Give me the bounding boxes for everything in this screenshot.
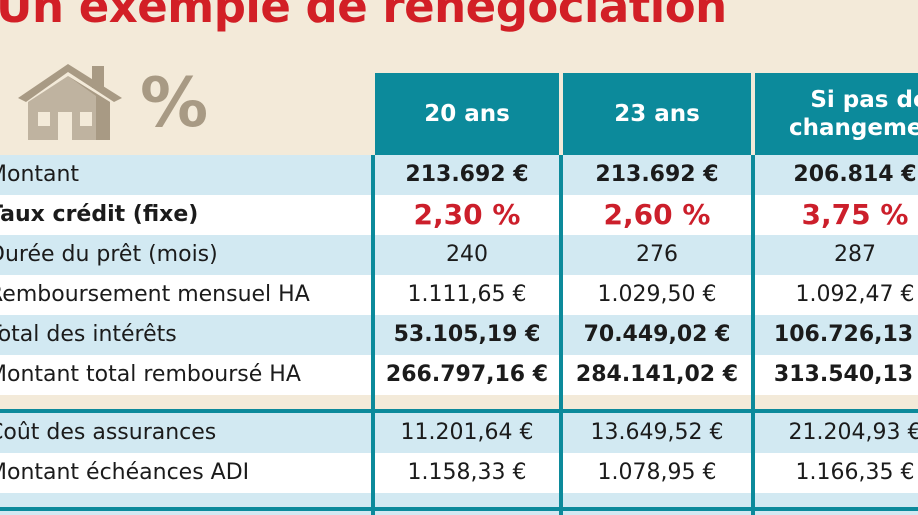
table-row: Coût des assurances 11.201,64 € 13.649,5…: [0, 413, 918, 453]
cell-value: 1.029,50 €: [597, 282, 717, 307]
cell-value: 21.204,93 €: [788, 420, 918, 445]
cell-value: 53.105,19 €: [393, 322, 541, 347]
cell-value: 13.649,52 €: [590, 420, 724, 445]
table-row: Montant échéances ADI 1.158,33 € 1.078,9…: [0, 453, 918, 493]
cell-value: 3,75 %: [801, 198, 909, 231]
house-icon: [18, 64, 122, 140]
cell-value: 284.141,02 €: [575, 362, 739, 387]
table-row: Taux crédit (fixe) 2,30 % 2,60 % 3,75 %: [0, 195, 918, 235]
column-divider: [371, 155, 375, 515]
row-label: Montant échéances ADI: [0, 460, 250, 485]
cell-value: 276: [636, 242, 678, 267]
column-header-20-ans: 20 ans: [375, 73, 559, 155]
table-row: Montant total remboursé HA 266.797,16 € …: [0, 355, 918, 395]
row-label: Taux crédit (fixe): [0, 202, 199, 227]
column-header-23-ans: 23 ans: [563, 73, 751, 155]
cell-value: 2,30 %: [413, 198, 521, 231]
row-label: Coût des assurances: [0, 420, 217, 445]
column-divider: [559, 155, 563, 515]
cell-value: 1.166,35 €: [795, 460, 915, 485]
row-label: Montant: [0, 162, 80, 187]
row-label: Montant total remboursé HA: [0, 362, 301, 387]
section-divider: [0, 409, 918, 413]
table-row: Total des intérêts 53.105,19 € 70.449,02…: [0, 315, 918, 355]
cell-value: 266.797,16 €: [385, 362, 549, 387]
cell-value: 287: [834, 242, 876, 267]
table-row: [0, 493, 918, 515]
row-label: Durée du prêt (mois): [0, 242, 218, 267]
percent-icon: %: [140, 64, 209, 143]
table-row: Montant 213.692 € 213.692 € 206.814 €: [0, 155, 918, 195]
cell-value: 213.692 €: [405, 162, 529, 187]
section-divider: [0, 507, 918, 511]
cell-value: 1.111,65 €: [407, 282, 527, 307]
cell-value: 1.092,47 €: [795, 282, 915, 307]
cell-value: 11.201,64 €: [400, 420, 534, 445]
cell-value: 213.692 €: [595, 162, 719, 187]
cell-value: 2,60 %: [603, 198, 711, 231]
table-row: Remboursement mensuel HA 1.111,65 € 1.02…: [0, 275, 918, 315]
column-header-no-change: Si pas de changement: [755, 73, 918, 155]
cell-value: 70.449,02 €: [583, 322, 731, 347]
column-divider: [751, 155, 755, 515]
cell-value: 106.726,13 €: [773, 322, 918, 347]
table-row: Durée du prêt (mois) 240 276 287: [0, 235, 918, 275]
row-label: Remboursement mensuel HA: [0, 282, 310, 307]
page-title: Un exemple de renégociation: [0, 0, 727, 33]
cell-value: 1.158,33 €: [407, 460, 527, 485]
cell-value: 240: [446, 242, 488, 267]
row-label: Total des intérêts: [0, 322, 177, 347]
cell-value: 206.814 €: [793, 162, 917, 187]
cell-value: 1.078,95 €: [597, 460, 717, 485]
cell-value: 313.540,13 €: [773, 362, 918, 387]
